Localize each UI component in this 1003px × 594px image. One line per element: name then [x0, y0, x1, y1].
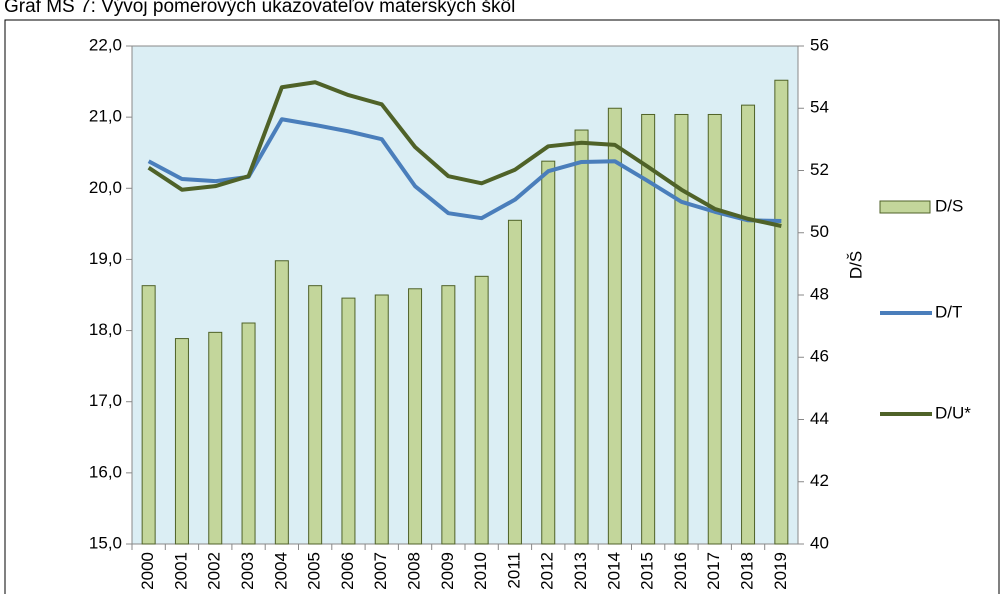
- bar: [474, 275, 489, 545]
- bar: [408, 288, 423, 545]
- bar: [441, 285, 456, 545]
- y2-tick-label: 50: [810, 222, 829, 241]
- y2-tick-label: 40: [810, 533, 829, 552]
- line: [147, 117, 782, 224]
- bar: [674, 113, 689, 545]
- x-tick-label: 2004: [271, 552, 290, 590]
- plot-area: [131, 45, 799, 545]
- bar: [341, 297, 356, 545]
- x-tick-label: 2008: [405, 552, 424, 590]
- x-tick-label: 2014: [604, 552, 623, 590]
- bar: [541, 160, 556, 545]
- x-tick-label: 2005: [305, 552, 324, 590]
- bar: [241, 322, 256, 545]
- y2-tick-label: 46: [810, 347, 829, 366]
- x-tick-label: 2013: [571, 552, 590, 590]
- x-tick-label: 2018: [738, 552, 757, 590]
- y2-tick-label: 48: [810, 284, 829, 303]
- y2-tick-label: 54: [810, 98, 829, 117]
- y2-tick-label: 56: [810, 35, 829, 54]
- legend-swatch: [879, 200, 931, 214]
- x-tick-label: 2010: [471, 552, 490, 590]
- x-tick-label: 2009: [438, 552, 457, 590]
- y-tick-label: 16,0: [89, 462, 122, 481]
- line: [147, 80, 782, 228]
- bar: [607, 107, 622, 545]
- x-tick-label: 2011: [504, 552, 523, 589]
- bar: [141, 285, 156, 545]
- bar: [641, 113, 656, 545]
- bar: [741, 104, 756, 545]
- x-tick-label: 2012: [538, 552, 557, 590]
- x-tick-label: 2001: [171, 552, 190, 590]
- legend-label: D/T: [935, 302, 962, 321]
- bar: [774, 79, 789, 545]
- y2-axis-title: D/Š: [846, 251, 865, 279]
- bar: [174, 338, 189, 545]
- x-tick-label: 2007: [371, 552, 390, 590]
- bar: [208, 331, 223, 545]
- bar: [274, 260, 289, 545]
- y-tick-label: 20,0: [89, 178, 122, 197]
- y2-tick-label: 42: [810, 471, 829, 490]
- y-tick-label: 15,0: [89, 533, 122, 552]
- x-tick-label: 2006: [338, 552, 357, 590]
- legend-label: D/S: [935, 196, 963, 215]
- bar: [574, 129, 589, 545]
- x-tick-label: 2002: [205, 552, 224, 590]
- bar: [374, 294, 389, 545]
- y2-tick-label: 52: [810, 160, 829, 179]
- bar: [507, 219, 522, 545]
- x-tick-label: 2019: [771, 552, 790, 590]
- y-tick-label: 21,0: [89, 107, 122, 126]
- y-tick-label: 22,0: [89, 35, 122, 54]
- x-tick-label: 2003: [238, 552, 257, 590]
- y-tick-label: 17,0: [89, 391, 122, 410]
- x-tick-label: 2015: [638, 552, 657, 590]
- x-tick-label: 2017: [704, 552, 723, 590]
- x-tick-label: 2016: [671, 552, 690, 590]
- chart-title: Graf MŠ 7: Vývoj pomerových ukazovateľov…: [4, 0, 515, 17]
- bar: [308, 285, 323, 545]
- y-tick-label: 19,0: [89, 249, 122, 268]
- y2-tick-label: 44: [810, 409, 829, 428]
- bar: [707, 113, 722, 545]
- y-tick-label: 18,0: [89, 320, 122, 339]
- legend-label: D/U*: [935, 403, 971, 422]
- x-tick-label: 2000: [138, 552, 157, 590]
